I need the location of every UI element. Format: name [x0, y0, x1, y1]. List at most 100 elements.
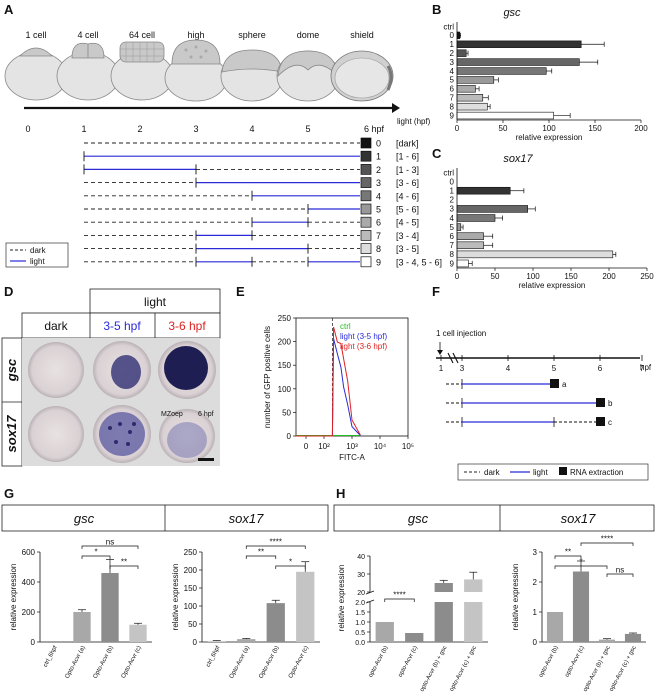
x-tick-label: 150: [564, 272, 578, 281]
category-label: 7: [450, 241, 455, 250]
f-tick-label: 5: [552, 364, 557, 373]
rna-extraction-marker: [596, 417, 605, 426]
legend-entry-1: light (3-5 hpf): [340, 332, 387, 341]
legend-entry-0: ctrl: [340, 322, 351, 331]
x-tick-label: 200: [602, 272, 616, 281]
x-tick-label: 10³: [346, 442, 358, 451]
y-tick-label: 1: [533, 608, 538, 617]
significance-bracket: [384, 598, 415, 602]
bar: [73, 612, 91, 642]
d-col-dark: dark: [44, 319, 68, 333]
y-axis-label: relative expression: [171, 564, 180, 631]
sample-box: [360, 203, 372, 215]
legend-dark-label: dark: [30, 246, 47, 255]
d-col-3-5: 3-5 hpf: [103, 319, 141, 333]
d-scale-bar: [198, 458, 214, 461]
bar-lower-segment: [464, 602, 483, 642]
bar-lower-segment: [434, 602, 453, 642]
x-axis-label: FITC-A: [339, 453, 365, 462]
significance-bracket: [554, 555, 582, 559]
axis-break: [447, 352, 459, 364]
embryo-drawings: [4, 39, 394, 102]
bar: [456, 102, 488, 111]
condition-label: [4 - 6]: [396, 191, 419, 201]
category-label: 4: [450, 67, 455, 76]
f-row-a: a: [446, 379, 567, 389]
category-label: ctrl: [443, 22, 454, 31]
legend-entry-2: light (3-6 hpf): [340, 342, 387, 351]
x-category-label: Opto-Acvr (a): [229, 645, 251, 680]
sample-box: [360, 164, 372, 175]
bar: [456, 214, 496, 222]
y-tick-label: 100: [184, 602, 198, 611]
d-column-header-box: [21, 312, 221, 339]
significance-bracket: [81, 545, 139, 549]
bar: [572, 571, 590, 642]
rna-extraction-marker: [596, 398, 605, 407]
embryo-shield: [330, 50, 394, 102]
y-tick-label: 1.0: [355, 620, 365, 627]
legend-f: dark light RNA extraction: [457, 463, 649, 481]
condition-row-8: 8 [3 - 5]: [84, 243, 419, 254]
bar-upper-segment: [464, 579, 483, 592]
category-label: 9: [450, 259, 455, 268]
bar: [456, 67, 547, 75]
y-tick-label: 30: [357, 572, 365, 579]
timeline-tick-3: 3: [193, 124, 198, 134]
timeline-axis: 0 1 2 3 4 5 6 hpf: [24, 103, 400, 134]
d-photo-35-sox17: [93, 405, 151, 463]
x-tick-label: 250: [640, 272, 654, 281]
condition-id: 3: [376, 178, 381, 188]
significance-bracket: [275, 565, 306, 569]
bar: [207, 640, 226, 642]
bar: [456, 58, 580, 66]
condition-id: 7: [376, 231, 381, 241]
significance-label: **: [121, 558, 127, 567]
x-tick-label: 200: [634, 124, 648, 133]
bar: [266, 603, 285, 642]
y-axis-label: relative expression: [9, 564, 18, 631]
f-legend-light: light: [533, 468, 548, 477]
h-header-gsc: gsc: [408, 511, 429, 526]
chart-h-gsc: 0.0 0.5 1.0 1.5 2.0 20 30 40 relative expression…: [337, 554, 488, 692]
x-category-label: ctrl_6hpf: [43, 645, 59, 668]
y-tick-label: 150: [278, 361, 292, 370]
significance-label: **: [258, 548, 264, 557]
bar: [456, 111, 554, 120]
d-note-mzoep: MZoep: [161, 411, 183, 418]
condition-row-7: 7 [3 - 4]: [84, 230, 419, 241]
f-tick-label: 3: [460, 364, 465, 373]
y-tick-label: 50: [282, 408, 291, 417]
condition-label: [3 - 6]: [396, 178, 419, 188]
bar: [598, 639, 616, 642]
bar: [456, 76, 495, 84]
y-tick-label: 50: [188, 620, 197, 629]
condition-label: [dark]: [396, 139, 419, 149]
stage-labels: 1 cell 4 cell 64 cell high sphere dome shield: [25, 30, 373, 40]
category-label: 2: [450, 196, 455, 205]
embryo-high: [164, 39, 228, 102]
panel-letter-g: G: [4, 486, 14, 501]
x-category-label: opto-Acvr (b): [368, 645, 390, 678]
y-tick-label: 400: [22, 578, 36, 587]
x-tick-label: 50: [499, 124, 508, 133]
condition-id: 5: [376, 205, 381, 215]
stage-label-3: high: [187, 30, 204, 40]
condition-row-5: 5 [5 - 6]: [84, 203, 419, 215]
stage-label-5: dome: [297, 30, 320, 40]
y-tick-label: 250: [184, 548, 198, 557]
sample-box: [360, 150, 372, 162]
f-row-c: c: [446, 417, 612, 427]
timeline-tick-5: 5: [305, 124, 310, 134]
significance-label: ns: [106, 538, 114, 547]
timeline-tick-4: 4: [249, 124, 254, 134]
y-tick-label: 0.0: [355, 640, 365, 647]
sample-box: [360, 137, 372, 149]
panel-d: D light dark 3-5 hpf 3-6 hpf gsc sox17: [1, 284, 221, 467]
category-label: 8: [450, 102, 455, 111]
x-tick-label: 10⁵: [402, 442, 414, 451]
y-tick-label: 0: [287, 432, 292, 441]
category-label: 2: [450, 49, 455, 58]
h-header-sox17: sox17: [561, 511, 596, 526]
